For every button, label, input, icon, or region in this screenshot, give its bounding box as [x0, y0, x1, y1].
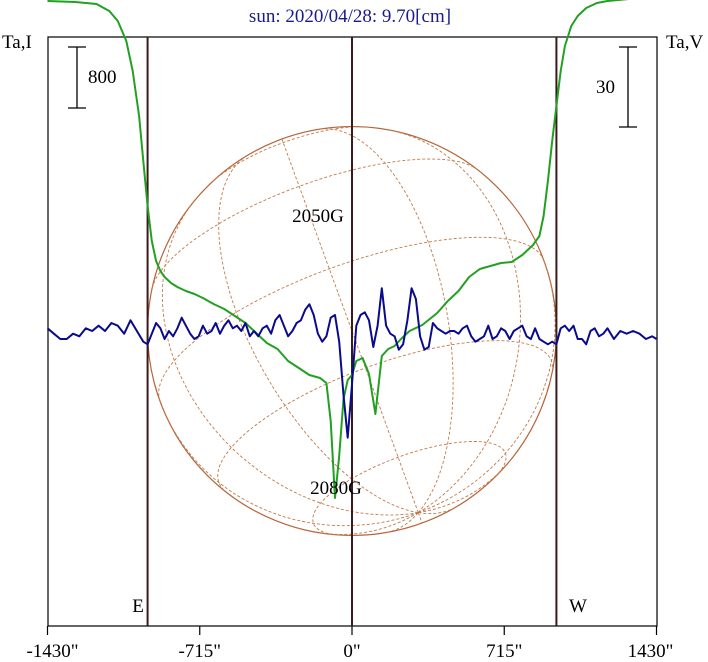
x-tick-label: 1430"	[628, 641, 674, 662]
x-tick-label: 715"	[486, 641, 522, 662]
x-tick-label: 0"	[343, 641, 360, 662]
intensity-series-line	[47, 0, 629, 499]
x-tick-label: -1430"	[26, 641, 78, 662]
east-limb-label: E	[132, 596, 144, 617]
scale-bar-right	[619, 46, 637, 128]
annotation-label: 2080G	[310, 478, 362, 499]
chart-title: sun: 2020/04/28: 9.70[cm]	[249, 6, 451, 27]
annotation-label: 2050G	[292, 206, 344, 227]
scale-bar-left-label: 800	[88, 67, 117, 88]
x-tick-label: -715"	[178, 641, 221, 662]
left-axis-label: Ta,I	[2, 32, 32, 53]
scale-bar-left	[68, 46, 86, 109]
scale-bar-right-label: 30	[596, 77, 615, 98]
polarization-series-line	[46, 287, 658, 439]
west-limb-label: W	[569, 596, 587, 617]
right-axis-label: Ta,V	[666, 32, 703, 53]
